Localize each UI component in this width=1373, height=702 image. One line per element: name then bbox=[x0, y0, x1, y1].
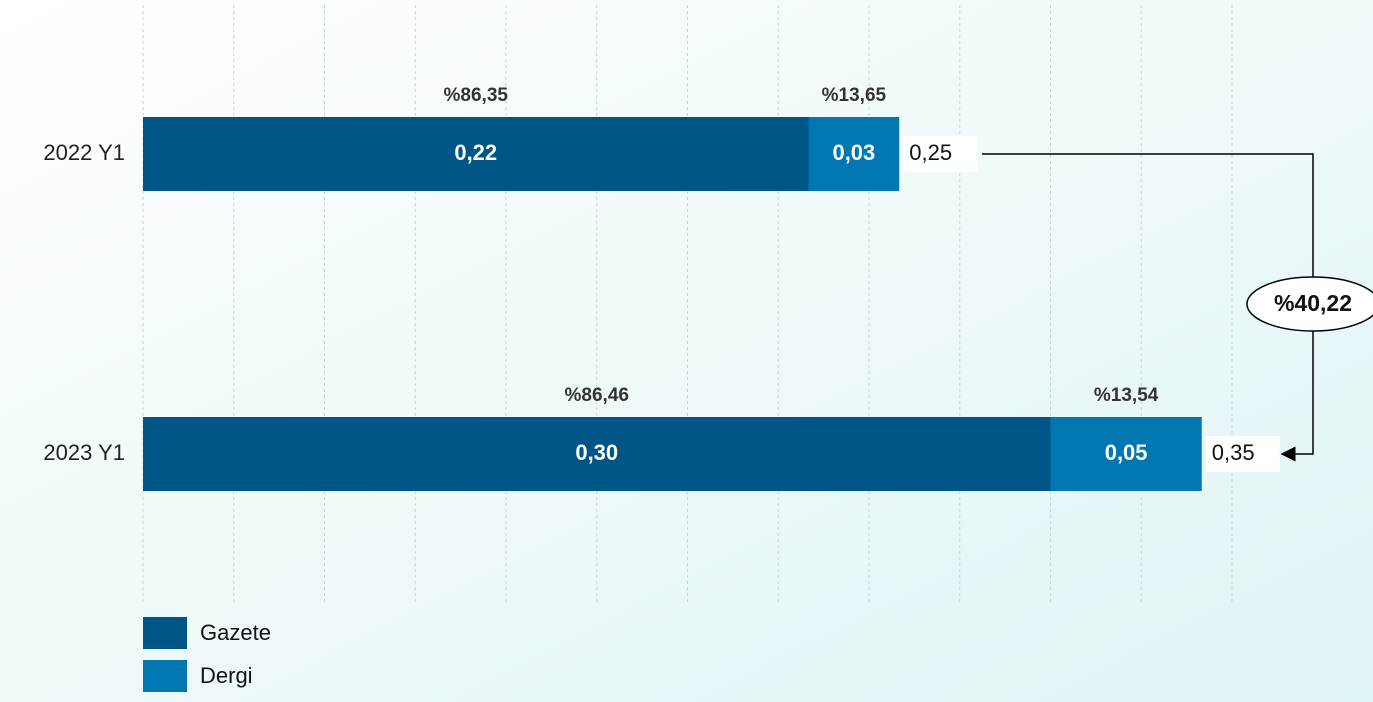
page: {"chart_data": {"type": "bar", "orientat… bbox=[0, 0, 1373, 702]
share-label: %13,54 bbox=[1094, 385, 1159, 406]
legend-label: Gazete bbox=[200, 620, 271, 645]
share-label: %13,65 bbox=[822, 85, 887, 106]
total-label: 0,35 bbox=[1212, 440, 1255, 465]
legend-label: Dergi bbox=[200, 663, 253, 688]
category-label: 2022 Y1 bbox=[43, 140, 125, 165]
value-label: 0,22 bbox=[454, 140, 497, 165]
share-label: %86,46 bbox=[565, 385, 629, 406]
chart: 2022 Y1 0,22 %86,35 0,03 %13,65 0,25 2023 Y1 0,… bbox=[0, 0, 1373, 702]
value-label: 0,05 bbox=[1105, 440, 1148, 465]
share-label: %86,35 bbox=[444, 85, 509, 106]
category-label: 2023 Y1 bbox=[43, 440, 125, 465]
change-label: %40,22 bbox=[1274, 290, 1352, 316]
value-label: 0,30 bbox=[575, 440, 618, 465]
total-label: 0,25 bbox=[909, 140, 952, 165]
legend-swatch bbox=[143, 660, 187, 692]
value-label: 0,03 bbox=[832, 140, 875, 165]
legend-swatch bbox=[143, 617, 187, 649]
background bbox=[0, 0, 1373, 702]
